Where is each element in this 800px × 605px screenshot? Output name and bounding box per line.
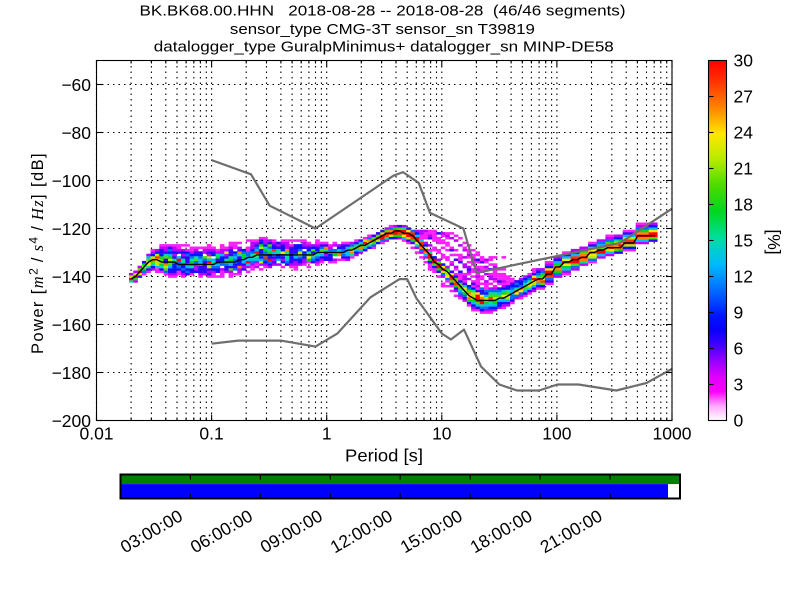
svg-text:−80: −80 xyxy=(61,123,91,143)
svg-text:15: 15 xyxy=(734,231,753,251)
svg-text:10: 10 xyxy=(432,424,452,444)
svg-text:3: 3 xyxy=(734,375,744,395)
svg-text:24: 24 xyxy=(734,123,754,143)
svg-text:0: 0 xyxy=(734,411,744,431)
svg-text:0.1: 0.1 xyxy=(199,424,223,444)
svg-text:−120: −120 xyxy=(52,219,92,239)
svg-text:0.01: 0.01 xyxy=(79,424,113,444)
svg-text:Power [m2 / s4 / Hz] [dB]: Power [m2 / s4 / Hz] [dB] xyxy=(27,152,48,354)
svg-text:21: 21 xyxy=(734,159,753,179)
svg-text:sensor_type CMG-3T sensor_sn T: sensor_type CMG-3T sensor_sn T39819 xyxy=(230,21,535,38)
svg-text:Period [s]: Period [s] xyxy=(345,446,423,466)
svg-text:BK.BK68.00.HHN 2018-08-28 --: BK.BK68.00.HHN 2018-08-28 -- 2018-08-28 … xyxy=(140,3,626,20)
svg-text:datalogger_type GuralpMinimus+: datalogger_type GuralpMinimus+ datalogge… xyxy=(154,39,614,56)
svg-text:−140: −140 xyxy=(52,267,92,287)
svg-text:1: 1 xyxy=(322,424,332,444)
svg-text:9: 9 xyxy=(734,303,744,323)
svg-text:27: 27 xyxy=(734,87,753,107)
svg-text:6: 6 xyxy=(734,339,744,359)
svg-text:−160: −160 xyxy=(52,315,92,335)
svg-text:12: 12 xyxy=(734,267,753,287)
svg-text:30: 30 xyxy=(734,51,754,71)
svg-text:18: 18 xyxy=(734,195,753,215)
svg-text:[%]: [%] xyxy=(764,229,784,254)
svg-text:1000: 1000 xyxy=(653,424,692,444)
svg-text:−180: −180 xyxy=(52,363,92,383)
svg-text:100: 100 xyxy=(542,424,571,444)
svg-text:−200: −200 xyxy=(52,411,92,431)
svg-text:−100: −100 xyxy=(52,171,92,191)
svg-text:−60: −60 xyxy=(61,75,91,95)
